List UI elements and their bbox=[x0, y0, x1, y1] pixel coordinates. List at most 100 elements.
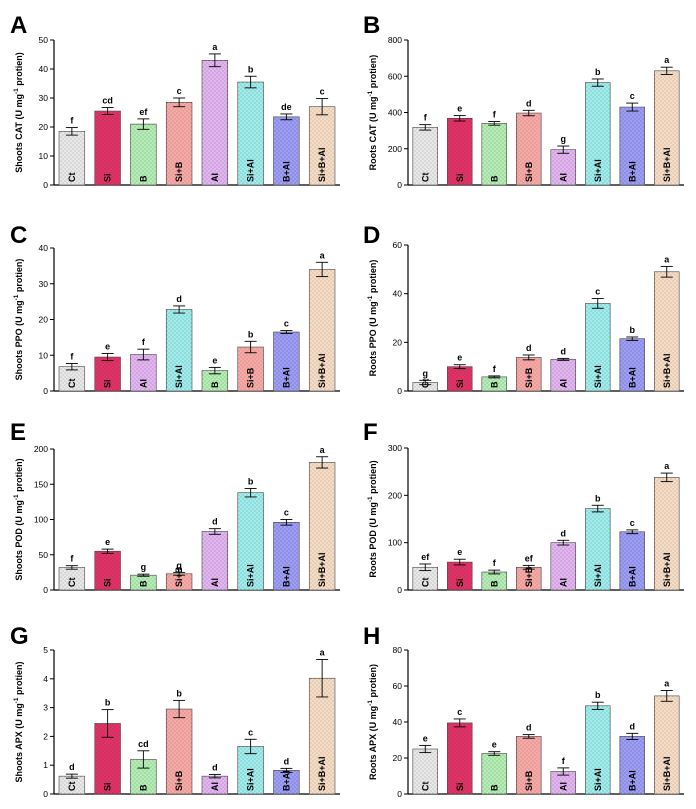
significance-letter: a bbox=[664, 55, 670, 65]
y-axis-label-sup: -1 bbox=[367, 90, 374, 96]
bar-group: a Si+B+Al bbox=[654, 679, 680, 795]
category-label: B bbox=[210, 381, 220, 388]
bar-group: eB bbox=[481, 740, 507, 795]
category-label: B+Al bbox=[627, 566, 637, 587]
bar-group: d Al bbox=[550, 528, 576, 591]
bar-group: e Si bbox=[94, 341, 121, 392]
panel-letter: C bbox=[10, 222, 27, 249]
bar-group: d B+Al bbox=[273, 756, 300, 795]
bar bbox=[94, 550, 121, 591]
significance-letter: g bbox=[141, 562, 147, 572]
significance-letter: f bbox=[142, 337, 146, 347]
bar bbox=[550, 542, 576, 591]
bar bbox=[165, 708, 193, 795]
y-axis-label-sup: -1 bbox=[367, 700, 374, 706]
y-tick-label: 0 bbox=[43, 789, 48, 799]
bar-group: d Al bbox=[550, 346, 576, 392]
panel-E: E 0 50 100 150 200 Shoots POD (U mg-1 protien)… bbox=[10, 419, 340, 595]
bar-group: e Ct bbox=[412, 733, 438, 795]
bar bbox=[585, 303, 611, 392]
bar bbox=[308, 106, 336, 186]
category-label: Ct bbox=[67, 578, 77, 588]
panel-letter: F bbox=[363, 419, 378, 446]
y-axis-label-sup: -1 bbox=[13, 294, 20, 300]
significance-letter: a bbox=[320, 250, 326, 260]
bar-group: b B+Al bbox=[619, 325, 645, 392]
category-label: B+Al bbox=[281, 770, 291, 791]
significance-letter: f bbox=[493, 364, 497, 374]
significance-letter: d bbox=[561, 346, 567, 356]
bar bbox=[273, 331, 300, 392]
y-tick-label: 200 bbox=[388, 490, 402, 500]
category-label: Al bbox=[558, 782, 568, 791]
y-axis-label: Roots APX (U mg-1 protien) bbox=[367, 664, 378, 780]
panel-B: B 0 200 400 600 800 Roots CAT (U mg-1 protien)… bbox=[363, 12, 684, 190]
y-axis-label-sup: -1 bbox=[367, 496, 374, 502]
y-tick-label: 50 bbox=[39, 550, 49, 560]
y-axis-label: Shoots CAT (U mg-1 protien) bbox=[13, 52, 24, 173]
significance-letter: f bbox=[424, 113, 428, 123]
bar bbox=[165, 309, 193, 392]
panel-letter: G bbox=[10, 623, 29, 650]
y-axis-label-tail: protien) bbox=[14, 259, 24, 295]
category-label: B+Al bbox=[627, 161, 637, 182]
bar-group: d Al bbox=[201, 517, 229, 591]
y-tick-label: 0 bbox=[397, 585, 402, 595]
category-label: Al bbox=[138, 379, 148, 388]
y-tick-label: 50 bbox=[39, 35, 49, 45]
category-label: B+Al bbox=[281, 367, 291, 388]
bar bbox=[447, 118, 473, 186]
y-axis-label-tail: protien) bbox=[368, 664, 378, 700]
y-tick-label: 80 bbox=[393, 645, 403, 655]
bar-group: b Si+Al bbox=[585, 67, 611, 186]
category-label: B bbox=[138, 175, 148, 182]
bar-group: e Si bbox=[447, 353, 473, 392]
bar bbox=[165, 102, 193, 186]
y-tick-label: 5 bbox=[43, 645, 48, 655]
significance-letter: e bbox=[105, 537, 110, 547]
bar-group: b Si+Al bbox=[237, 64, 264, 186]
bar-group: a Al bbox=[201, 42, 229, 186]
panel-A: A 0 10 20 30 40 50 Shoots CAT (U mg-1 protien) f… bbox=[10, 12, 340, 190]
category-label: B+Al bbox=[627, 367, 637, 388]
y-axis-label-main: Roots PPO (U mg bbox=[368, 301, 378, 376]
significance-letter: ef bbox=[421, 552, 430, 562]
bar bbox=[447, 722, 473, 795]
bar-group: c Si+Al bbox=[237, 727, 264, 795]
bar bbox=[94, 110, 121, 186]
significance-letter: de bbox=[281, 102, 292, 112]
bar-group: a Si+B+Al bbox=[308, 648, 336, 795]
bar-group: e Si bbox=[94, 537, 121, 591]
significance-letter: e bbox=[212, 355, 217, 365]
significance-letter: cd bbox=[138, 739, 149, 749]
category-label: Ct bbox=[420, 379, 430, 389]
bar-group: f Ct bbox=[412, 113, 438, 186]
category-label: B+Al bbox=[281, 161, 291, 182]
significance-letter: ef bbox=[525, 553, 534, 563]
panel-letter: H bbox=[363, 623, 380, 650]
y-axis-label-main: Shoots APX (U mg bbox=[14, 703, 24, 782]
category-label: Si bbox=[455, 782, 465, 791]
bar-group: a Si+B+Al bbox=[654, 254, 680, 392]
y-axis-label: Roots POD (U mg-1 protien) bbox=[367, 460, 378, 577]
panel-letter: E bbox=[10, 419, 26, 446]
category-label: Al bbox=[558, 379, 568, 388]
y-axis-label-tail: protien) bbox=[368, 260, 378, 296]
significance-letter: c bbox=[177, 86, 182, 96]
y-axis-label: Roots CAT (U mg-1 protien) bbox=[367, 55, 378, 171]
panel-G: G 0 1 2 3 4 5 Shoots APX (U mg-1 protien) d Ct b Si… bbox=[10, 623, 340, 799]
y-tick-label: 1 bbox=[43, 760, 48, 770]
category-label: B+Al bbox=[627, 770, 637, 791]
significance-letter: b bbox=[595, 67, 601, 77]
bar bbox=[412, 127, 438, 186]
y-axis-label-main: Roots CAT (U mg bbox=[368, 96, 378, 170]
category-label: Si+B+Al bbox=[317, 552, 327, 587]
bar bbox=[481, 123, 507, 186]
bar bbox=[237, 746, 264, 795]
bar-group: eB bbox=[201, 355, 229, 392]
y-tick-label: 0 bbox=[397, 386, 402, 396]
category-label: Si+B bbox=[174, 770, 184, 791]
category-label: Al bbox=[210, 578, 220, 587]
bar-group: f Ct bbox=[58, 351, 86, 392]
bar-group: d Al bbox=[201, 762, 229, 795]
